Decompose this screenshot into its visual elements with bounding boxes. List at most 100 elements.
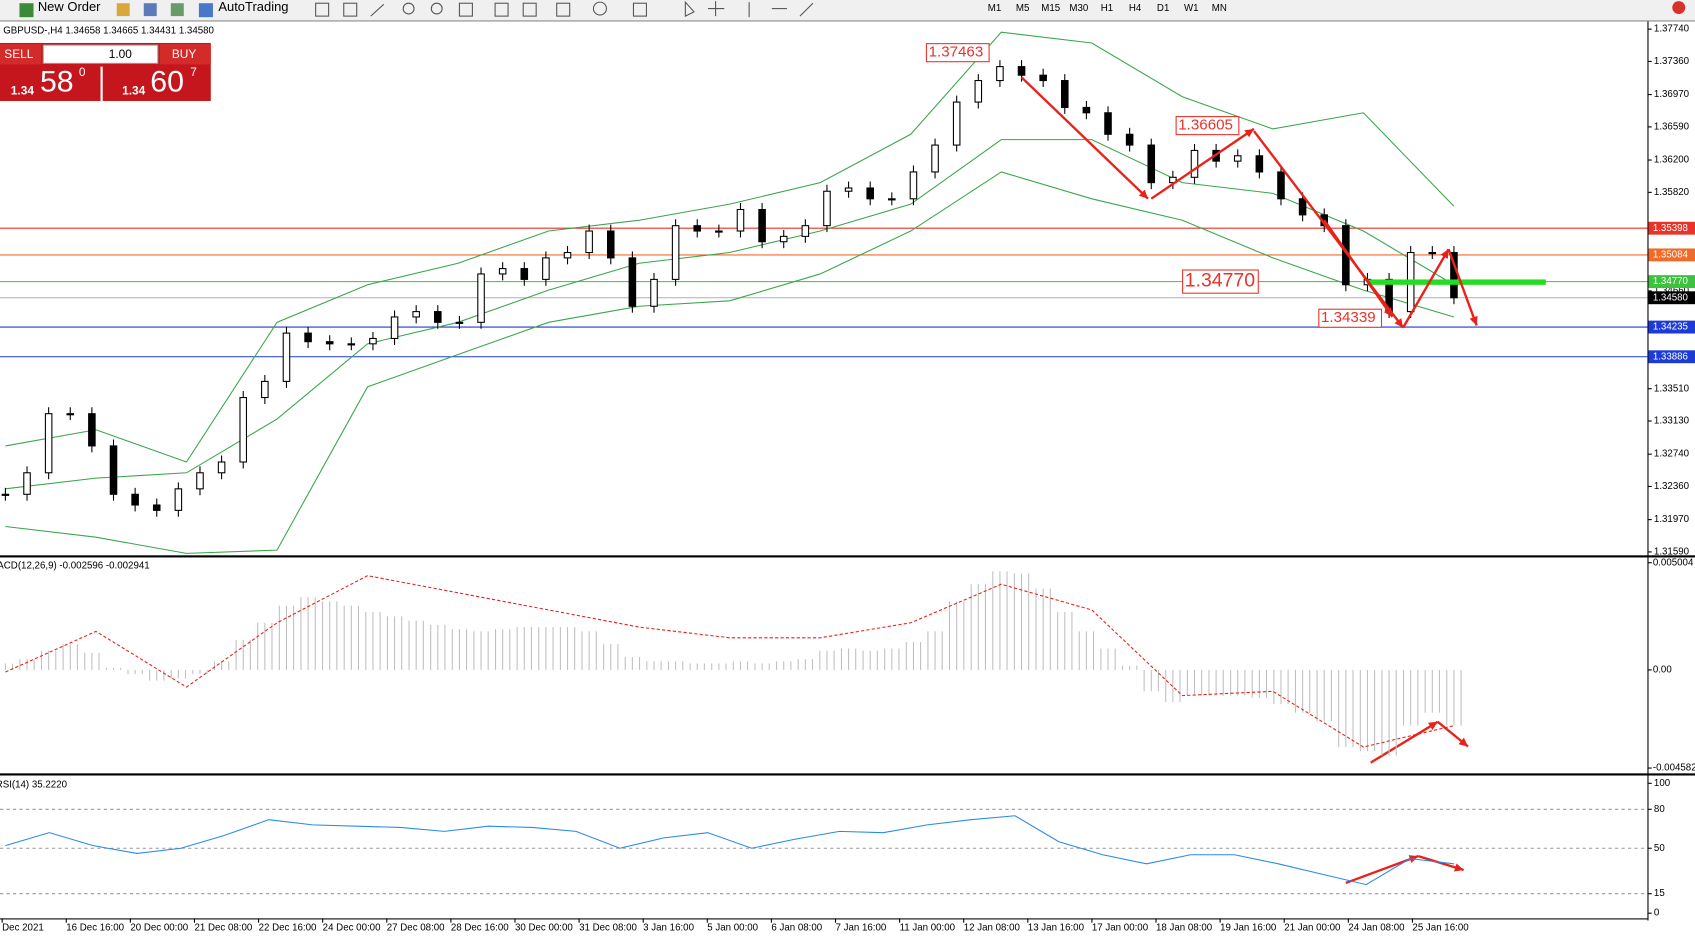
y-tick-label: 50 (1654, 843, 1665, 854)
price-label-bg (1648, 350, 1695, 364)
candle (844, 187, 853, 192)
timeframe[interactable]: M1 (988, 3, 1002, 14)
buy-button[interactable] (159, 44, 211, 65)
arrow (1402, 248, 1450, 329)
autotrading[interactable]: AutoTrading (218, 0, 288, 14)
candle (369, 337, 377, 345)
bollinger-band (5, 171, 1455, 554)
buy-price-sup[interactable]: 7 (190, 65, 197, 79)
tool-icons[interactable] (315, 0, 814, 18)
candle (1125, 133, 1134, 146)
timeframe[interactable]: W1 (1184, 3, 1199, 14)
new-order[interactable]: New Order (38, 0, 101, 14)
candle (996, 66, 1004, 82)
candle (758, 208, 766, 243)
sell-price-prefix[interactable]: 1.34 (11, 83, 35, 97)
sell-price-sup[interactable]: 0 (79, 65, 86, 79)
annotation: 1.34339 (1321, 309, 1376, 326)
candle (1104, 112, 1112, 135)
x-tick-label: 27 Dec 08:00 (387, 923, 445, 934)
bollinger-band (5, 31, 1455, 463)
timeframe[interactable]: H1 (1101, 3, 1113, 14)
new-order-icon[interactable] (19, 3, 34, 18)
rsi-line (5, 815, 1455, 886)
x-tick-label: 3 Jan 16:00 (643, 923, 694, 934)
arrow (1447, 248, 1478, 326)
timeframe[interactable]: D1 (1157, 3, 1169, 14)
icon[interactable] (170, 3, 184, 17)
price-label-bg (1648, 320, 1695, 334)
axis-line (1647, 21, 1649, 921)
x-tick-label: 24 Dec 00:00 (323, 923, 381, 934)
annotation-box (1175, 116, 1240, 136)
candle (888, 198, 896, 201)
y-tick-label: 1.33510 (1654, 383, 1690, 394)
arrow (1020, 76, 1149, 200)
x-tick-label: 31 Dec 08:00 (579, 923, 637, 934)
x-tick-label: 16 Dec 16:00 (66, 923, 124, 934)
y-tick-label: 1.31970 (1654, 514, 1690, 525)
x-tick-label: 21 Jan 00:00 (1284, 923, 1341, 934)
plot-area: 1.37463 1.36605 1.34770 1.34339 (0, 31, 1648, 895)
timeframe[interactable]: H4 (1129, 3, 1142, 14)
candle (239, 397, 248, 463)
axis-line (0, 918, 1648, 920)
annotation: 1.37463 (929, 44, 984, 61)
arrow-head (1458, 737, 1468, 747)
candle (23, 472, 31, 495)
timeframe[interactable]: M30 (1069, 3, 1089, 14)
candle (909, 171, 918, 200)
alert-icon[interactable] (1672, 1, 1686, 14)
x-tick-label: 20 Dec 00:00 (130, 923, 188, 934)
annotation-box (1318, 308, 1383, 328)
candle (779, 235, 788, 243)
sell-price[interactable]: 58 (40, 66, 74, 99)
candle (671, 225, 680, 280)
price-label: 1.34580 (1653, 292, 1689, 303)
sell-label[interactable]: SELL (4, 47, 33, 61)
arrow (1253, 130, 1405, 329)
price-label: 1.33886 (1653, 351, 1688, 362)
x-tick-label: 25 Jan 16:00 (1412, 923, 1469, 934)
x-tick-label: 5 Jan 00:00 (707, 923, 758, 934)
lot-input[interactable] (42, 44, 159, 64)
macd-header: MACD(12,26,9) -0.002596 -0.002941 (0, 561, 150, 572)
candle (261, 380, 269, 399)
timeframe[interactable]: M15 (1041, 3, 1060, 14)
lot[interactable]: 1.00 (109, 47, 133, 61)
candle (520, 268, 529, 280)
x-tick-label: 11 Jan 00:00 (900, 923, 956, 934)
sell-button[interactable] (0, 44, 42, 65)
x-tick-label: 19 Jan 16:00 (1220, 923, 1277, 934)
candle (390, 316, 399, 340)
timeframe[interactable]: M5 (1016, 3, 1030, 14)
timeframe[interactable]: MN (1212, 3, 1227, 14)
autotrading-icon[interactable] (198, 3, 213, 18)
x-tick-label: 30 Dec 00:00 (515, 923, 573, 934)
candle (1082, 106, 1091, 114)
candle (66, 413, 75, 416)
arrow (1150, 127, 1255, 200)
y-tick-label: 0 (1654, 908, 1660, 919)
price-label-bg (1648, 248, 1695, 262)
candle (88, 413, 96, 447)
candle (217, 461, 226, 474)
x-tick-label: 28 Dec 16:00 (451, 923, 509, 934)
candle (1147, 144, 1156, 184)
candle (174, 488, 183, 511)
candle (1190, 149, 1199, 178)
arrow-head (1383, 307, 1393, 317)
bollinger-band (5, 139, 1455, 490)
icon[interactable] (116, 3, 130, 17)
candle (606, 230, 615, 259)
candle (1060, 80, 1069, 108)
icon[interactable] (143, 3, 157, 17)
y-tick-label: 1.36200 (1654, 155, 1690, 166)
candle (131, 493, 139, 506)
toolbar-right (1643, 0, 1695, 21)
buy-label[interactable]: BUY (172, 47, 197, 61)
candle (325, 341, 334, 345)
buy-price[interactable]: 60 (150, 66, 184, 99)
buy-price-prefix[interactable]: 1.34 (122, 83, 146, 97)
